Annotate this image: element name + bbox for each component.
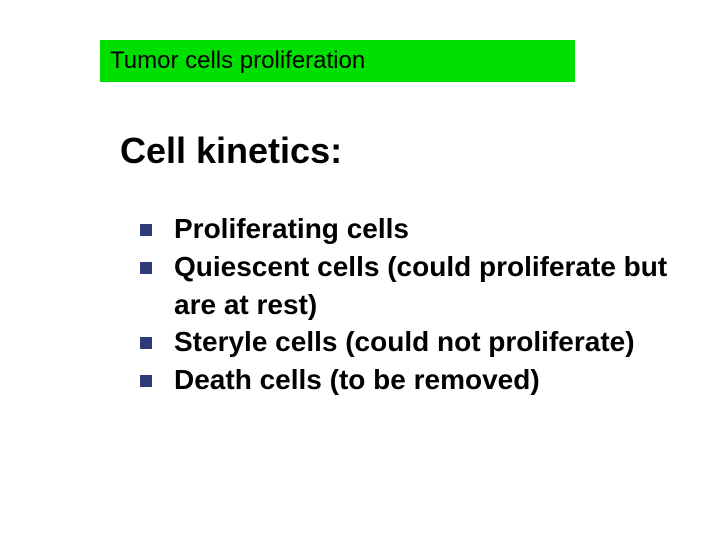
bullet-text: Death cells (to be removed) <box>174 361 540 399</box>
slide: Tumor cells proliferation Cell kinetics:… <box>0 0 720 540</box>
bullet-text: Steryle cells (could not proliferate) <box>174 323 635 361</box>
list-item: Steryle cells (could not proliferate) <box>140 323 680 361</box>
bullet-text: Proliferating cells <box>174 210 409 248</box>
square-bullet-icon <box>140 224 152 236</box>
square-bullet-icon <box>140 375 152 387</box>
list-item: Proliferating cells <box>140 210 680 248</box>
bullet-text: Quiescent cells (could proliferate but a… <box>174 248 680 324</box>
title-bar: Tumor cells proliferation <box>100 40 575 82</box>
title-text: Tumor cells proliferation <box>110 47 365 75</box>
square-bullet-icon <box>140 337 152 349</box>
list-item: Quiescent cells (could proliferate but a… <box>140 248 680 324</box>
heading: Cell kinetics: <box>120 130 342 172</box>
bullet-list: Proliferating cells Quiescent cells (cou… <box>140 210 680 399</box>
square-bullet-icon <box>140 262 152 274</box>
list-item: Death cells (to be removed) <box>140 361 680 399</box>
